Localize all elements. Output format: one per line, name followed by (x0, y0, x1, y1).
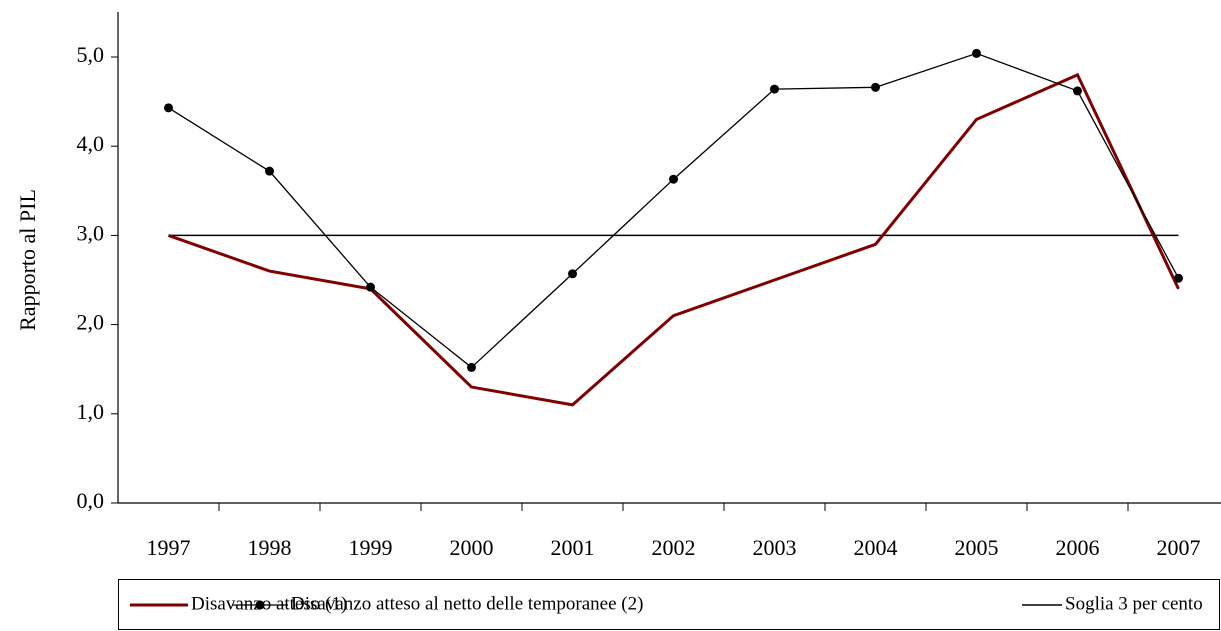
y-tick-label: 1,0 (77, 399, 105, 424)
x-tick-label: 1997 (147, 535, 191, 560)
legend-label: Disavanzo atteso (1) (191, 593, 347, 614)
point (770, 84, 779, 94)
x-tick-label: 2003 (753, 535, 797, 560)
series-line (168, 52, 1180, 369)
y-tick-label: 5,0 (77, 42, 105, 67)
point (972, 48, 981, 58)
x-tick-label: 2007 (1157, 535, 1201, 560)
point (265, 166, 274, 176)
point (871, 82, 880, 92)
y-tick-label: 2,0 (77, 310, 105, 335)
y-tick-label: 3,0 (77, 220, 105, 245)
x-tick-label: 2000 (450, 535, 494, 560)
series-line (168, 72, 1180, 407)
legend-label: Disavanzo atteso al netto delle temporan… (291, 593, 643, 614)
y-tick-label: 0,0 (77, 488, 105, 513)
y-axis-label: Rapporto al PIL (15, 189, 40, 331)
x-tick-label: 1998 (248, 535, 292, 560)
x-tick-label: 1999 (349, 535, 393, 560)
legend-marker (255, 600, 265, 610)
x-tick-label: 2006 (1056, 535, 1100, 560)
point (669, 174, 678, 184)
y-tick-label: 4,0 (77, 131, 105, 156)
legend-label: Soglia 3 per cento (1065, 593, 1203, 614)
legend-box (118, 579, 1220, 630)
x-tick-label: 2002 (652, 535, 696, 560)
point (467, 362, 476, 372)
point (1073, 86, 1082, 96)
point (1174, 273, 1183, 283)
point (164, 103, 173, 113)
point (366, 282, 375, 292)
x-tick-label: 2004 (854, 535, 898, 560)
x-tick-label: 2005 (955, 535, 999, 560)
x-tick-label: 2001 (551, 535, 595, 560)
point (568, 269, 577, 279)
